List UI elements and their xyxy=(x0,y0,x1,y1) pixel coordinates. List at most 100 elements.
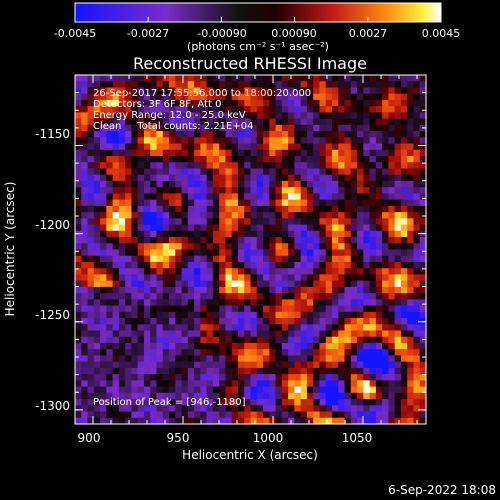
x-tick-label: 1050 xyxy=(342,431,373,445)
heatmap-cell xyxy=(187,286,195,294)
heatmap-cell xyxy=(200,230,208,238)
heatmap-cell xyxy=(187,305,195,313)
heatmap-cell xyxy=(156,261,164,269)
heatmap-cell xyxy=(219,336,226,344)
heatmap-cell xyxy=(338,249,345,257)
heatmap-cell xyxy=(294,392,302,400)
heatmap-cell xyxy=(118,187,126,194)
heatmap-cell xyxy=(319,87,327,95)
heatmap-cell xyxy=(212,106,220,113)
heatmap-cell xyxy=(413,137,421,144)
heatmap-cell xyxy=(112,156,120,163)
heatmap-cell xyxy=(407,411,414,419)
heatmap-cell xyxy=(112,99,120,107)
heatmap-cell xyxy=(87,311,95,319)
heatmap-cell xyxy=(212,243,220,250)
heatmap-cell xyxy=(394,274,402,282)
heatmap-cell xyxy=(363,174,370,182)
heatmap-cell xyxy=(137,405,145,412)
heatmap-cell xyxy=(256,305,264,313)
heatmap-cell xyxy=(363,330,370,338)
heatmap-cell xyxy=(219,311,226,319)
heatmap-cell xyxy=(300,137,308,144)
heatmap-cell xyxy=(194,330,201,338)
heatmap-cell xyxy=(263,349,270,356)
heatmap-cell xyxy=(419,293,427,300)
heatmap-cell xyxy=(169,299,176,306)
heatmap-cell xyxy=(275,293,283,300)
heatmap-cell xyxy=(263,112,270,120)
heatmap-cell xyxy=(237,81,245,88)
heatmap-cell xyxy=(212,81,220,88)
heatmap-cell xyxy=(413,187,421,194)
heatmap-cell xyxy=(306,249,314,257)
heatmap-cell xyxy=(357,205,364,213)
heatmap-cell xyxy=(106,162,114,169)
heatmap-cell xyxy=(419,106,427,113)
heatmap-cell xyxy=(100,99,107,107)
heatmap-cell xyxy=(413,255,421,263)
heatmap-cell xyxy=(313,280,320,288)
heatmap-cell xyxy=(237,392,245,400)
heatmap-cell xyxy=(244,99,251,107)
heatmap-cell xyxy=(382,230,389,238)
heatmap-cell xyxy=(156,399,164,406)
heatmap-cell xyxy=(394,75,402,82)
heatmap-cell xyxy=(212,399,220,406)
heatmap-cell xyxy=(313,187,320,194)
heatmap-cell xyxy=(175,193,182,201)
heatmap-cell xyxy=(93,205,101,213)
heatmap-cell xyxy=(100,361,107,369)
heatmap-cell xyxy=(237,355,245,363)
heatmap-cell xyxy=(294,243,302,250)
heatmap-cell xyxy=(313,93,320,101)
heatmap-cell xyxy=(162,224,170,232)
heatmap-cell xyxy=(81,399,88,406)
heatmap-cell xyxy=(200,324,208,331)
heatmap-cell xyxy=(338,399,345,406)
heatmap-cell xyxy=(225,392,233,400)
heatmap-cell xyxy=(100,106,107,113)
heatmap-cell xyxy=(357,99,364,107)
heatmap-cell xyxy=(156,205,164,213)
heatmap-cell xyxy=(169,212,176,219)
heatmap-cell xyxy=(106,218,114,225)
heatmap-cell xyxy=(100,212,107,219)
heatmap-cell xyxy=(212,212,220,219)
heatmap-cell xyxy=(200,81,208,88)
heatmap-cell xyxy=(131,118,139,126)
heatmap-cell xyxy=(244,199,251,207)
heatmap-cell xyxy=(143,274,151,282)
heatmap-cell xyxy=(413,174,421,182)
heatmap-cell xyxy=(143,324,151,331)
heatmap-cell xyxy=(413,349,421,356)
heatmap-cell xyxy=(325,218,333,225)
heatmap-cell xyxy=(112,392,120,400)
heatmap-cell xyxy=(338,224,345,232)
heatmap-cell xyxy=(75,330,82,338)
heatmap-cell xyxy=(256,243,264,250)
heatmap-cell xyxy=(212,349,220,356)
heatmap-cell xyxy=(156,386,164,394)
heatmap-cell xyxy=(306,106,314,113)
heatmap-cell xyxy=(169,180,176,188)
heatmap-cell xyxy=(331,112,339,120)
heatmap-cell xyxy=(212,324,220,331)
heatmap-cell xyxy=(169,187,176,194)
heatmap-cell xyxy=(331,342,339,350)
heatmap-cell xyxy=(319,168,327,176)
heatmap-cell xyxy=(87,392,95,400)
heatmap-cell xyxy=(357,324,364,331)
heatmap-cell xyxy=(143,336,151,344)
heatmap-cell xyxy=(150,293,157,300)
heatmap-cell xyxy=(369,118,377,126)
heatmap-cell xyxy=(382,355,389,363)
heatmap-cell xyxy=(244,324,251,331)
heatmap-cell xyxy=(112,162,120,169)
heatmap-cell xyxy=(256,417,264,425)
heatmap-cell xyxy=(319,280,327,288)
heatmap-cell xyxy=(169,243,176,250)
heatmap-cell xyxy=(118,243,126,250)
heatmap-cell xyxy=(231,286,239,294)
heatmap-cell xyxy=(275,205,283,213)
